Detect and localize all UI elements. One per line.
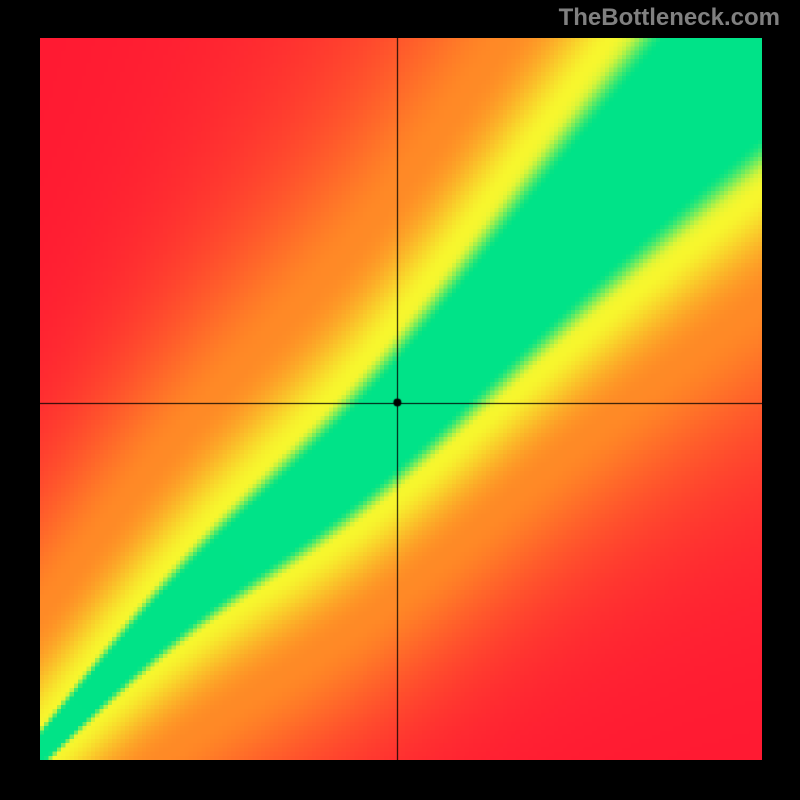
attribution-label: TheBottleneck.com [559, 4, 780, 32]
chart-container: TheBottleneck.com [0, 0, 800, 800]
crosshair-overlay [40, 38, 762, 760]
